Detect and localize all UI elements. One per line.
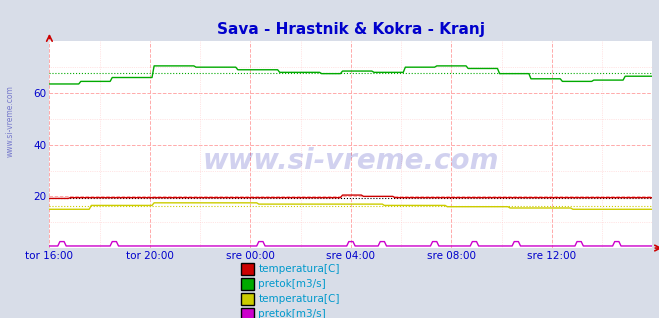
Text: temperatura[C]: temperatura[C] xyxy=(258,264,340,274)
Text: pretok[m3/s]: pretok[m3/s] xyxy=(258,309,326,318)
Text: temperatura[C]: temperatura[C] xyxy=(258,294,340,304)
Text: www.si-vreme.com: www.si-vreme.com xyxy=(5,85,14,157)
Text: www.si-vreme.com: www.si-vreme.com xyxy=(203,147,499,175)
Title: Sava - Hrastnik & Kokra - Kranj: Sava - Hrastnik & Kokra - Kranj xyxy=(217,22,485,38)
Text: pretok[m3/s]: pretok[m3/s] xyxy=(258,279,326,289)
